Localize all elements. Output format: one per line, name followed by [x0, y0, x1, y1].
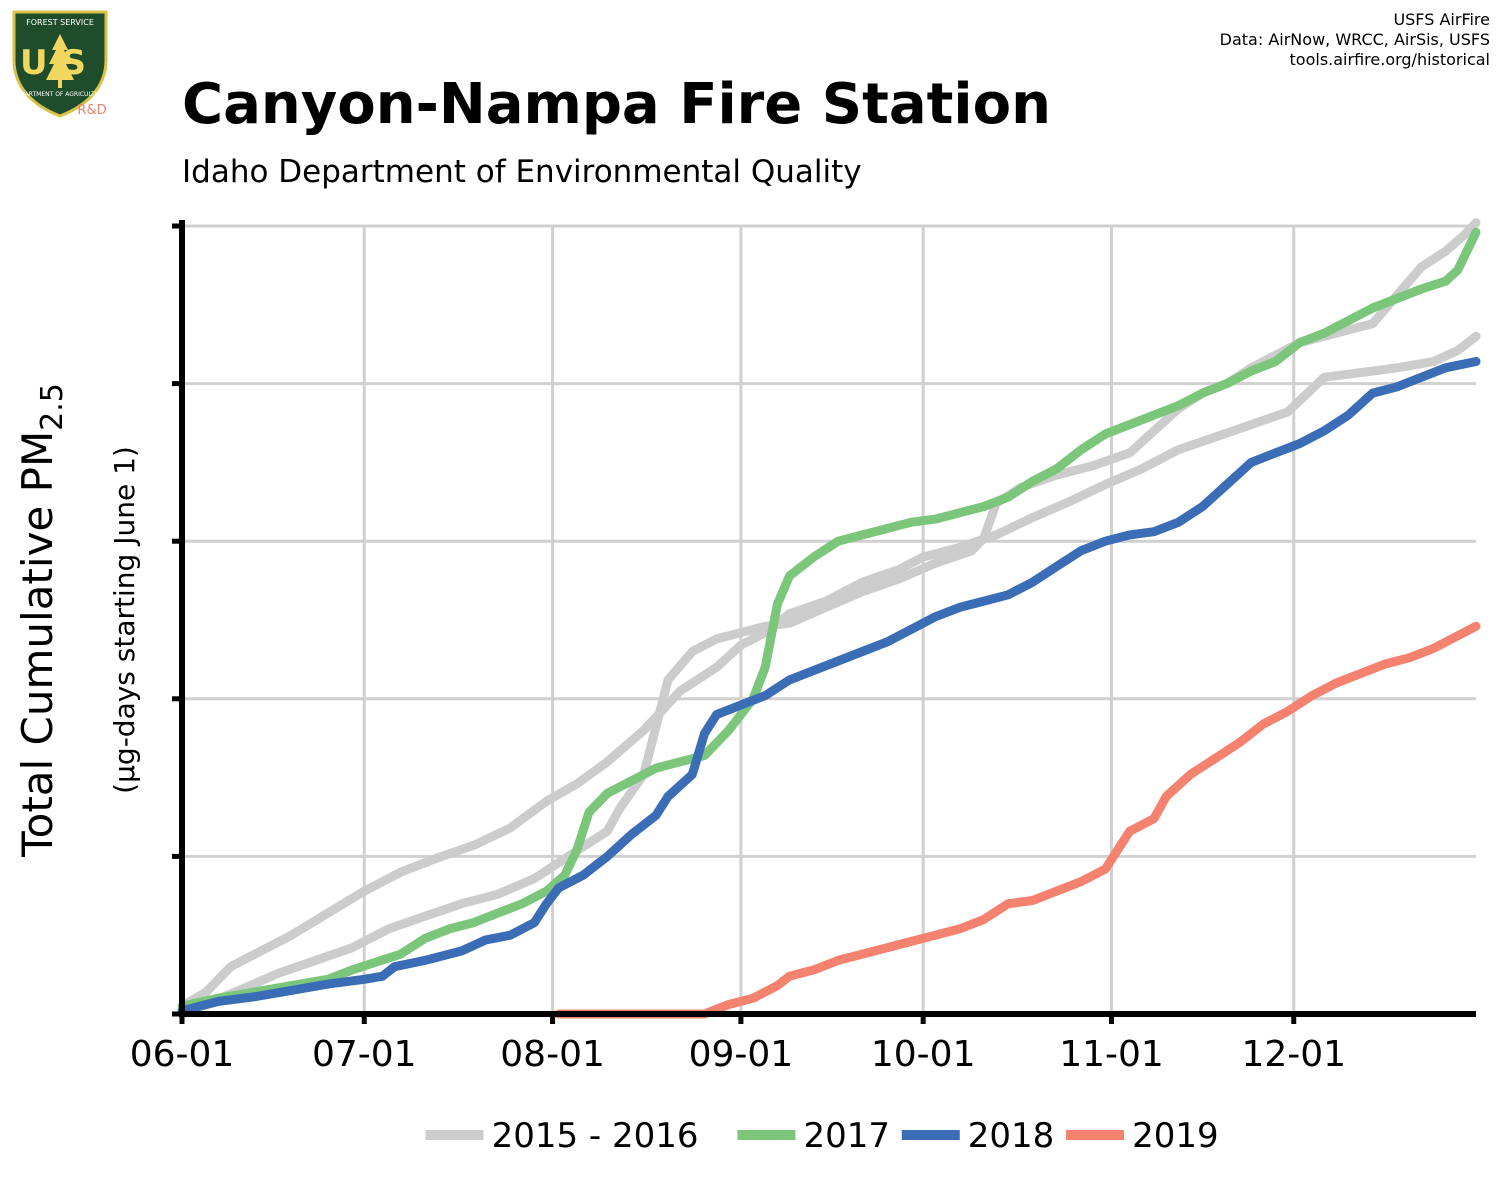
credit-line-sources: Data: AirNow, WRCC, AirSis, USFS	[1219, 30, 1490, 49]
page-title: Canyon-Nampa Fire Station	[182, 72, 1051, 137]
legend-label: 2015 - 2016	[492, 1116, 699, 1156]
data-credits: USFS AirFire Data: AirNow, WRCC, AirSis,…	[1220, 10, 1490, 70]
usfs-logo: FOREST SERVICE US DEPARTMENT OF AGRICULT…	[12, 10, 108, 118]
chart-axes	[172, 220, 1476, 1017]
logo-badge: R&D	[77, 103, 106, 118]
series-line-2	[177, 227, 1481, 1011]
chart-x-ticks: 06-01 07-01 08-01 09-01 10-01 11-01 12-01	[130, 1014, 1346, 1075]
legend-label: 2018	[968, 1116, 1055, 1156]
x-tick-label: 11-01	[1059, 1034, 1164, 1075]
page-subtitle: Idaho Department of Environmental Qualit…	[182, 154, 862, 190]
y-axis-label: Total Cumulative PM2.5	[13, 383, 70, 858]
tree-icon	[46, 34, 74, 88]
y-axis-label-text: Total Cumulative PM	[13, 431, 62, 858]
series-line-1	[177, 218, 1481, 1019]
series-line-3	[177, 357, 1481, 1016]
x-tick-label: 08-01	[500, 1034, 605, 1075]
credit-line-url: tools.airfire.org/historical	[1289, 50, 1490, 69]
logo-top-text: FOREST SERVICE	[26, 18, 94, 27]
chart-series-lines	[177, 218, 1481, 1019]
credit-line-airfire: USFS AirFire	[1393, 10, 1490, 29]
series-line-4	[554, 621, 1481, 1019]
x-tick-label: 07-01	[312, 1034, 417, 1075]
chart-legend: 2015 - 2016 2017 2018 2019	[425, 1116, 1219, 1156]
x-tick-label: 10-01	[871, 1034, 976, 1075]
legend-label: 2017	[803, 1116, 890, 1156]
y-axis-sublabel: (µg-days starting June 1)	[108, 446, 141, 794]
chart-grid	[182, 224, 1476, 1014]
y-axis-label-subscript: 2.5	[35, 383, 70, 431]
x-tick-label: 06-01	[130, 1034, 235, 1075]
x-tick-label: 09-01	[689, 1034, 794, 1075]
series-line-0	[177, 331, 1481, 1011]
x-tick-label: 12-01	[1241, 1034, 1346, 1075]
legend-label: 2019	[1132, 1116, 1219, 1156]
logo-bottom-text: DEPARTMENT OF AGRICULTURE	[13, 91, 107, 98]
